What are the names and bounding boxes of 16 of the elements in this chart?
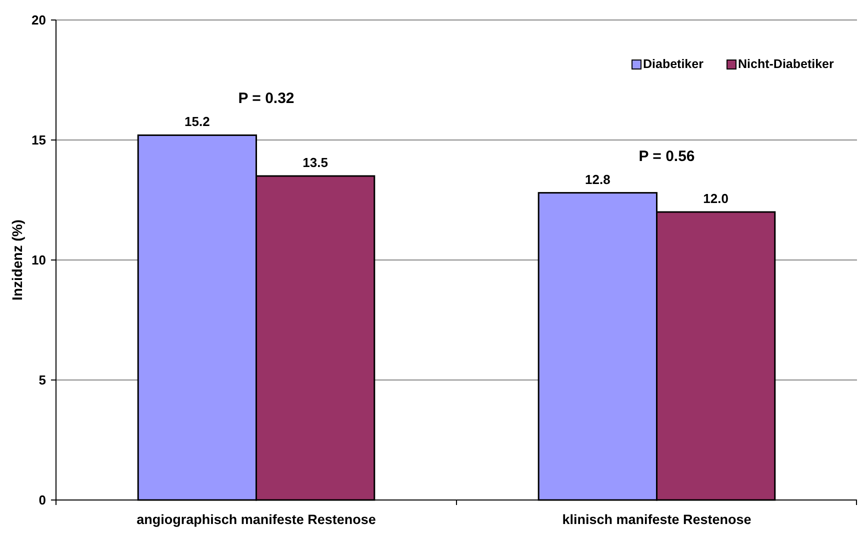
legend-label: Nicht-Diabetiker — [738, 57, 834, 71]
data-label: 12.8 — [585, 172, 610, 187]
y-axis-title: Inzidenz (%) — [9, 220, 25, 300]
y-tick-label: 5 — [38, 372, 46, 388]
data-label: 12.0 — [703, 191, 728, 206]
annotation: P = 0.32 — [238, 90, 294, 108]
y-tick-label: 15 — [32, 132, 46, 148]
x-tick-label: klinisch manifeste Restenose — [562, 512, 752, 527]
legend-label: Diabetiker — [643, 57, 704, 71]
data-label: 15.2 — [184, 114, 210, 130]
data-label: 13.5 — [302, 155, 328, 170]
x-tick-label: angiographisch manifeste Restenose — [136, 512, 376, 527]
y-tick-label: 0 — [38, 492, 46, 508]
y-tick-label: 10 — [32, 252, 46, 268]
y-tick-label: 20 — [32, 12, 46, 28]
annotation: P = 0.56 — [638, 148, 695, 165]
